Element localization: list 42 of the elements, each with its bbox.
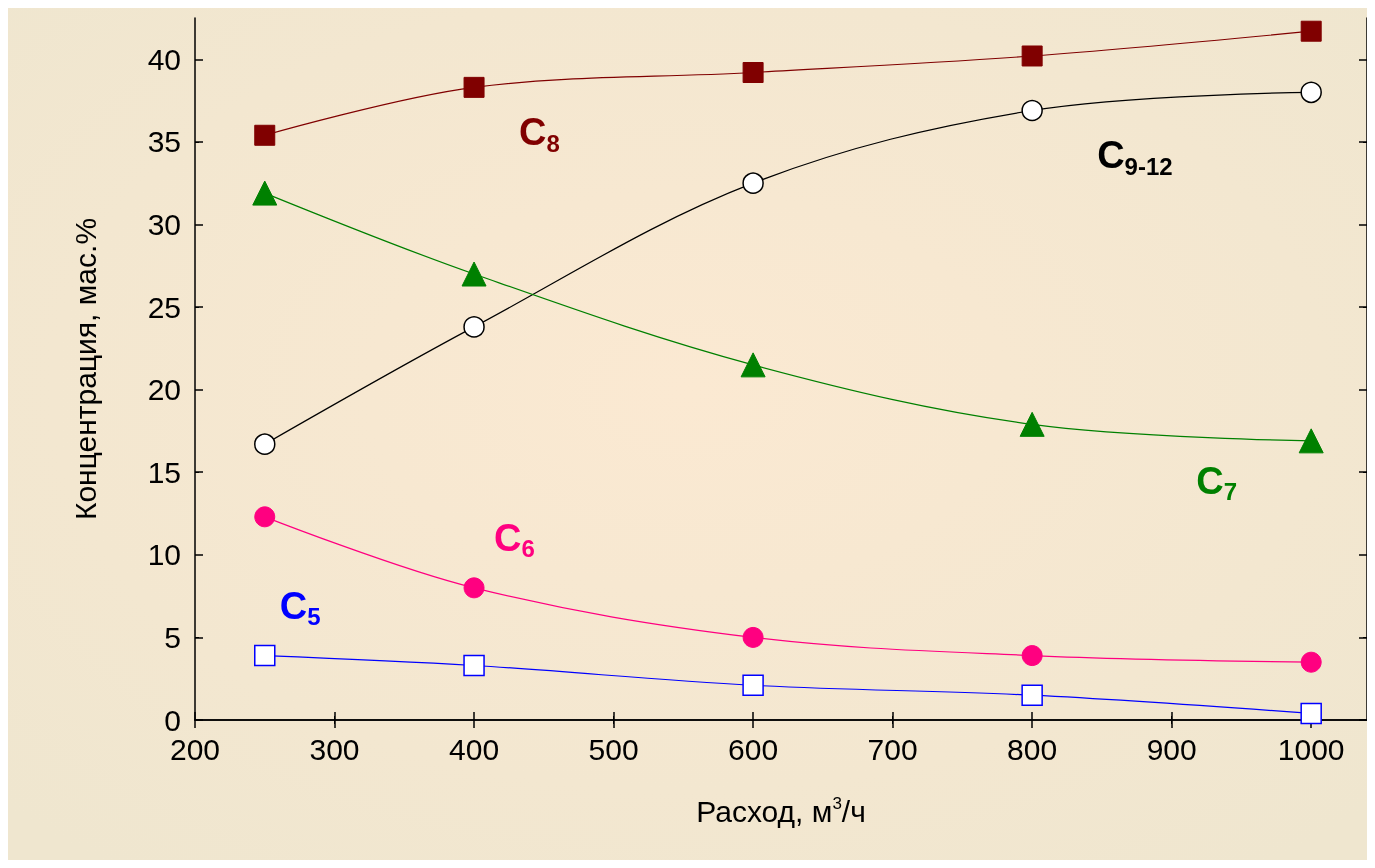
x-tick-label: 1000 [1277, 732, 1345, 766]
y-tick-label: 35 [147, 125, 181, 159]
point [742, 674, 764, 697]
point [1300, 20, 1322, 42]
y-tick-label: 25 [147, 290, 181, 324]
point [1021, 684, 1043, 706]
point [463, 76, 485, 98]
y-axis-title: Концентрация, мас.% [68, 217, 102, 521]
point [254, 124, 276, 146]
y-tick-label: 30 [147, 207, 181, 241]
point [254, 506, 276, 528]
point [1021, 99, 1043, 122]
x-tick-label: 500 [588, 732, 639, 766]
point [252, 180, 278, 206]
x-tick-label: 900 [1146, 732, 1197, 766]
point [1298, 428, 1324, 454]
point [742, 62, 764, 84]
point [742, 626, 764, 648]
x-tick-label: 600 [728, 732, 779, 766]
x-tick-label: 700 [867, 732, 918, 766]
point [1300, 81, 1322, 104]
point [1021, 45, 1043, 67]
y-tick-label: 10 [147, 538, 181, 572]
point [463, 654, 485, 677]
x-tick-label: 300 [309, 732, 360, 766]
y-tick-label: 20 [147, 373, 181, 407]
y-tick-label: 15 [147, 455, 181, 489]
point [1300, 702, 1322, 725]
point [1021, 645, 1043, 667]
y-tick-label: 5 [164, 620, 181, 654]
point [742, 172, 764, 194]
point [740, 352, 766, 378]
y-tick-label: 40 [147, 42, 181, 76]
point [1019, 411, 1045, 437]
point [463, 316, 485, 338]
point [461, 261, 487, 287]
x-tick-label: 800 [1007, 732, 1058, 766]
point [254, 433, 276, 455]
point [463, 577, 485, 599]
point [254, 644, 276, 667]
point [1300, 651, 1322, 673]
x-tick-label: 400 [449, 732, 500, 766]
